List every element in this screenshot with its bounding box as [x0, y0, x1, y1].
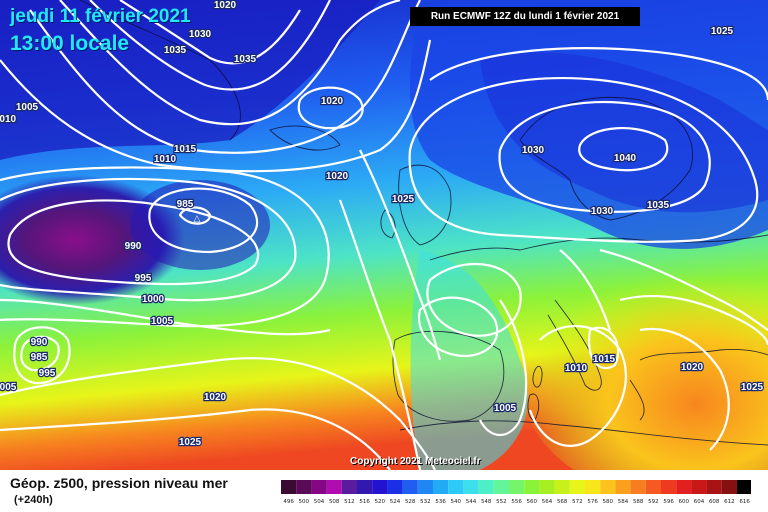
weather-map: △: [0, 0, 768, 470]
color-scale-tick: 516: [359, 499, 370, 505]
color-scale-swatch: [600, 480, 616, 494]
color-scale-swatch: [645, 480, 661, 494]
color-scale-tick: 588: [633, 499, 644, 505]
color-scale-tick: 544: [466, 499, 477, 505]
forecast-date: jeudi 11 février 2021: [10, 6, 191, 27]
color-scale-tick: 596: [663, 499, 674, 505]
color-scale-tick: 540: [451, 499, 462, 505]
color-scale-tick: 568: [557, 499, 568, 505]
color-scale-swatch: [615, 480, 631, 494]
color-scale-swatch: [524, 480, 540, 494]
color-scale-swatch: [676, 480, 692, 494]
color-scale-tick: 504: [314, 499, 325, 505]
color-scale-tick: 548: [481, 499, 492, 505]
forecast-time: 13:00 locale: [10, 32, 130, 55]
color-scale-tick: 556: [511, 499, 522, 505]
color-scale-swatch: [387, 480, 403, 494]
color-scale-tick: 520: [375, 499, 386, 505]
color-scale-tick: 524: [390, 499, 401, 505]
color-scale-swatch: [721, 480, 737, 494]
run-info-banner: Run ECMWF 12Z du lundi 1 février 2021: [410, 7, 640, 26]
color-scale-tick: 612: [724, 499, 735, 505]
color-scale-swatch: [661, 480, 677, 494]
color-scale-swatch: [539, 480, 555, 494]
color-scale-tick: 584: [618, 499, 629, 505]
legend-title: Géop. z500, pression niveau mer: [10, 475, 228, 491]
color-scale-tick: 592: [648, 499, 659, 505]
color-scale-tick: 532: [420, 499, 431, 505]
color-scale-swatch: [433, 480, 449, 494]
color-scale-swatch: [569, 480, 585, 494]
copyright-text: Copyright 2021 Meteociel.fr: [350, 456, 481, 467]
color-scale-tick: 616: [739, 499, 750, 505]
color-scale-swatch: [737, 480, 751, 494]
color-scale-swatch: [463, 480, 479, 494]
color-scale-swatch: [630, 480, 646, 494]
color-scale-swatch: [326, 480, 342, 494]
legend-footer: Géop. z500, pression niveau mer (+240h) …: [0, 470, 768, 512]
color-scale-swatch: [478, 480, 494, 494]
color-scale-swatch: [706, 480, 722, 494]
color-scale-tick: 552: [496, 499, 507, 505]
color-scale-tick: 576: [587, 499, 598, 505]
color-scale-tick: 608: [709, 499, 720, 505]
color-scale-tick: 560: [527, 499, 538, 505]
color-scale-swatch: [341, 480, 357, 494]
color-scale-tick: 528: [405, 499, 416, 505]
color-scale-swatch: [691, 480, 707, 494]
color-scale-swatch: [448, 480, 464, 494]
color-scale-swatch: [509, 480, 525, 494]
color-scale-swatch: [372, 480, 388, 494]
color-scale-swatch: [417, 480, 433, 494]
svg-text:△: △: [194, 213, 201, 223]
color-scale-tick: 580: [603, 499, 614, 505]
color-scale-tick: 536: [435, 499, 446, 505]
color-scale-swatch: [296, 480, 312, 494]
color-scale-swatch: [281, 480, 297, 494]
color-scale-tick: 500: [299, 499, 310, 505]
color-scale-tick: 564: [542, 499, 553, 505]
color-scale-tick: 512: [344, 499, 355, 505]
color-scale-swatch: [357, 480, 373, 494]
color-scale-swatch: [585, 480, 601, 494]
forecast-lead-time: (+240h): [14, 494, 53, 506]
color-scale-tick: 572: [572, 499, 583, 505]
color-scale-swatch: [493, 480, 509, 494]
color-scale-tick: 496: [283, 499, 294, 505]
color-scale-swatch: [311, 480, 327, 494]
color-scale-swatch: [402, 480, 418, 494]
z500-color-scale: 496 500 504 508 512 516 520 524 528 532 536 540 544 5…: [281, 480, 751, 505]
color-scale-tick: 600: [679, 499, 690, 505]
color-scale-swatch: [554, 480, 570, 494]
color-scale-tick: 604: [694, 499, 705, 505]
color-scale-tick: 508: [329, 499, 340, 505]
